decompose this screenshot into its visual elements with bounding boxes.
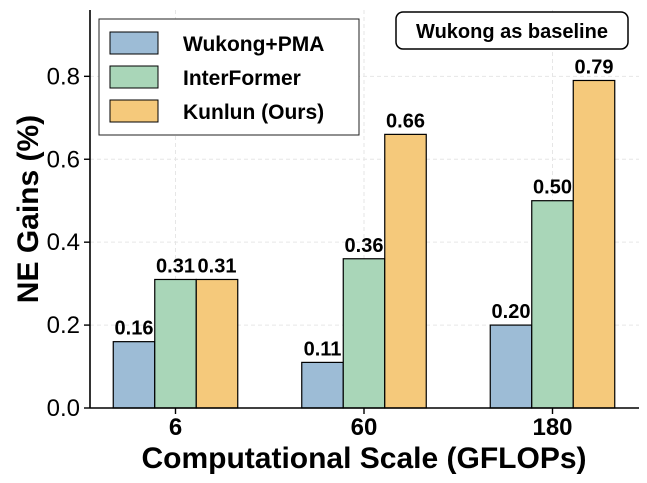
bar-value-label: 0.16 (115, 318, 154, 340)
y-tick-label: 0.6 (47, 146, 80, 173)
annotation-box (395, 11, 629, 50)
y-tick-label: 0.0 (47, 395, 80, 422)
legend: Wukong+PMA InterFormer Kunlun (Ours) (98, 18, 360, 136)
x-tick-label: 180 (532, 414, 572, 441)
x-axis-title: Computational Scale (GFLOPs) (141, 442, 586, 475)
legend-swatch (109, 31, 159, 55)
y-tick-label: 0.8 (47, 63, 80, 90)
legend-swatch (109, 99, 159, 123)
annotation-text: Wukong as baseline (416, 21, 608, 43)
bar (342, 258, 386, 409)
bar (112, 341, 156, 409)
bar (301, 361, 344, 409)
legend-swatch (109, 65, 159, 89)
y-ticks: 0.0 0.2 0.4 0.6 0.8 (47, 63, 90, 422)
bar-value-label: 0.50 (533, 177, 572, 199)
y-tick-label: 0.4 (47, 229, 80, 256)
legend-label: InterFormer (183, 67, 301, 90)
bar (195, 278, 239, 409)
y-axis-title: NE Gains (%) (12, 115, 45, 303)
bar-value-label: 0.79 (575, 56, 614, 78)
data-labels: 0.16 0.11 0.20 0.31 0.36 0.50 0.31 0.66 0.79 (115, 56, 614, 360)
bar-value-label: 0.31 (156, 255, 195, 277)
bar-value-label: 0.36 (345, 235, 384, 257)
bar-value-label: 0.66 (386, 110, 425, 132)
x-ticks: 6 60 180 (169, 408, 573, 441)
bar-value-label: 0.11 (304, 338, 342, 360)
bar (384, 133, 427, 409)
bar-value-label: 0.20 (492, 301, 531, 323)
bar-value-label: 0.31 (198, 255, 237, 277)
bars (112, 79, 616, 409)
y-tick-label: 0.2 (47, 312, 80, 339)
bar (154, 278, 197, 409)
baseline-annotation: Wukong as baseline (395, 11, 629, 50)
x-tick-label: 6 (169, 414, 182, 441)
x-tick-label: 60 (351, 414, 378, 441)
legend-label: Wukong+PMA (183, 33, 324, 56)
bar (572, 79, 616, 409)
legend-label: Kunlun (Ours) (183, 101, 324, 124)
bar (489, 324, 533, 409)
bar (531, 200, 574, 409)
